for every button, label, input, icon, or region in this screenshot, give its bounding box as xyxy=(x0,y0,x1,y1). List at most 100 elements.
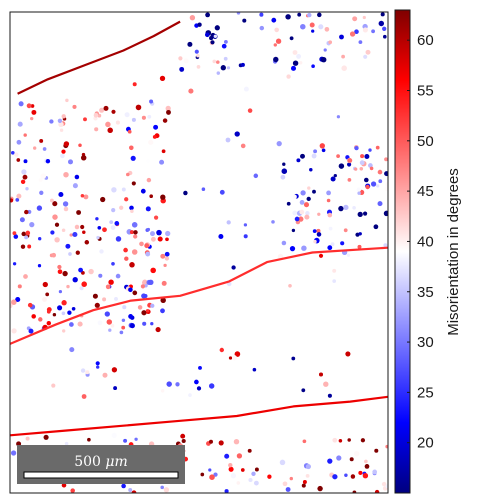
misorientation-point xyxy=(341,54,345,59)
misorientation-point xyxy=(281,240,287,246)
misorientation-point xyxy=(165,105,171,112)
misorientation-point xyxy=(289,476,293,481)
misorientation-point xyxy=(332,268,337,273)
misorientation-point xyxy=(324,26,330,32)
misorientation-point xyxy=(77,321,83,327)
misorientation-point xyxy=(236,481,241,485)
misorientation-point xyxy=(121,483,126,489)
misorientation-point xyxy=(160,389,165,393)
colorbar-tick-label: 60 xyxy=(417,32,434,49)
misorientation-point xyxy=(356,187,362,192)
misorientation-point xyxy=(121,318,126,323)
misorientation-point xyxy=(40,173,47,179)
misorientation-point xyxy=(352,490,357,493)
misorientation-point xyxy=(161,280,167,286)
misorientation-point xyxy=(288,283,292,288)
misorientation-point xyxy=(292,194,297,199)
misorientation-point xyxy=(146,159,150,163)
misorientation-point xyxy=(111,367,118,373)
misorientation-point xyxy=(128,287,133,293)
misorientation-point xyxy=(153,215,159,220)
misorientation-point xyxy=(332,474,338,480)
misorientation-point xyxy=(248,477,253,483)
misorientation-point xyxy=(161,149,166,154)
misorientation-point xyxy=(196,54,200,58)
misorientation-point xyxy=(131,222,138,228)
misorientation-point xyxy=(205,12,211,18)
misorientation-point xyxy=(160,253,166,259)
misorientation-point xyxy=(373,224,379,230)
misorientation-point xyxy=(383,243,388,248)
colorbar-tick-label: 35 xyxy=(417,284,434,301)
misorientation-point xyxy=(150,231,155,237)
misorientation-point xyxy=(364,459,368,464)
misorientation-point xyxy=(354,145,359,151)
misorientation-point xyxy=(163,263,167,268)
misorientation-point xyxy=(369,166,374,171)
misorientation-point xyxy=(252,367,257,372)
misorientation-point xyxy=(130,155,136,161)
misorientation-point xyxy=(25,187,29,191)
misorientation-point xyxy=(354,451,360,457)
misorientation-point xyxy=(228,463,233,468)
misorientation-point xyxy=(74,224,80,230)
misorientation-point xyxy=(108,328,112,332)
misorientation-point xyxy=(162,118,168,123)
misorientation-point xyxy=(123,438,128,443)
colorbar-gradient xyxy=(394,9,411,494)
misorientation-point xyxy=(327,393,332,398)
misorientation-point xyxy=(292,210,298,216)
misorientation-point xyxy=(292,50,298,55)
misorientation-point xyxy=(15,198,20,202)
misorientation-point xyxy=(17,121,23,127)
misorientation-point xyxy=(296,53,302,59)
misorientation-point xyxy=(365,49,371,55)
scale-bar-label: 500 μm xyxy=(74,454,128,470)
scale-bar-line xyxy=(23,471,179,479)
misorientation-point xyxy=(38,178,43,182)
misorientation-point xyxy=(341,65,347,71)
misorientation-point xyxy=(140,284,145,289)
misorientation-point xyxy=(350,474,356,479)
misorientation-point xyxy=(123,247,128,253)
misorientation-point xyxy=(385,444,388,449)
misorientation-point xyxy=(330,176,336,182)
misorientation-point xyxy=(291,228,296,233)
misorientation-point xyxy=(88,268,94,275)
misorientation-point xyxy=(102,297,107,302)
misorientation-point xyxy=(273,56,279,63)
misorientation-point xyxy=(25,436,30,441)
misorientation-point xyxy=(183,190,188,196)
misorientation-point xyxy=(20,179,26,185)
misorientation-point xyxy=(362,15,366,20)
misorientation-point xyxy=(61,482,67,488)
misorientation-point xyxy=(160,485,164,490)
misorientation-point xyxy=(219,347,224,353)
misorientation-point xyxy=(354,167,358,171)
misorientation-point xyxy=(305,211,310,216)
misorientation-point xyxy=(279,459,286,466)
misorientation-point xyxy=(124,197,129,202)
misorientation-point xyxy=(259,12,264,17)
misorientation-point xyxy=(273,43,277,47)
misorientation-point xyxy=(274,27,279,33)
misorientation-point xyxy=(97,225,102,230)
misorientation-point xyxy=(156,229,162,236)
misorientation-point xyxy=(194,379,199,385)
misorientation-point xyxy=(42,281,48,288)
misorientation-point xyxy=(147,114,152,119)
misorientation-point xyxy=(38,237,42,241)
misorientation-point xyxy=(16,193,22,199)
misorientation-point xyxy=(286,74,291,79)
misorientation-point xyxy=(102,227,107,233)
misorientation-point xyxy=(146,227,151,232)
misorientation-point xyxy=(294,216,300,222)
misorientation-point xyxy=(145,251,151,257)
misorientation-point xyxy=(378,20,385,27)
misorientation-point xyxy=(362,473,369,479)
misorientation-point xyxy=(332,279,337,283)
misorientation-point xyxy=(188,393,192,397)
misorientation-point xyxy=(111,432,117,438)
misorientation-point xyxy=(155,327,161,333)
misorientation-point xyxy=(26,103,32,109)
